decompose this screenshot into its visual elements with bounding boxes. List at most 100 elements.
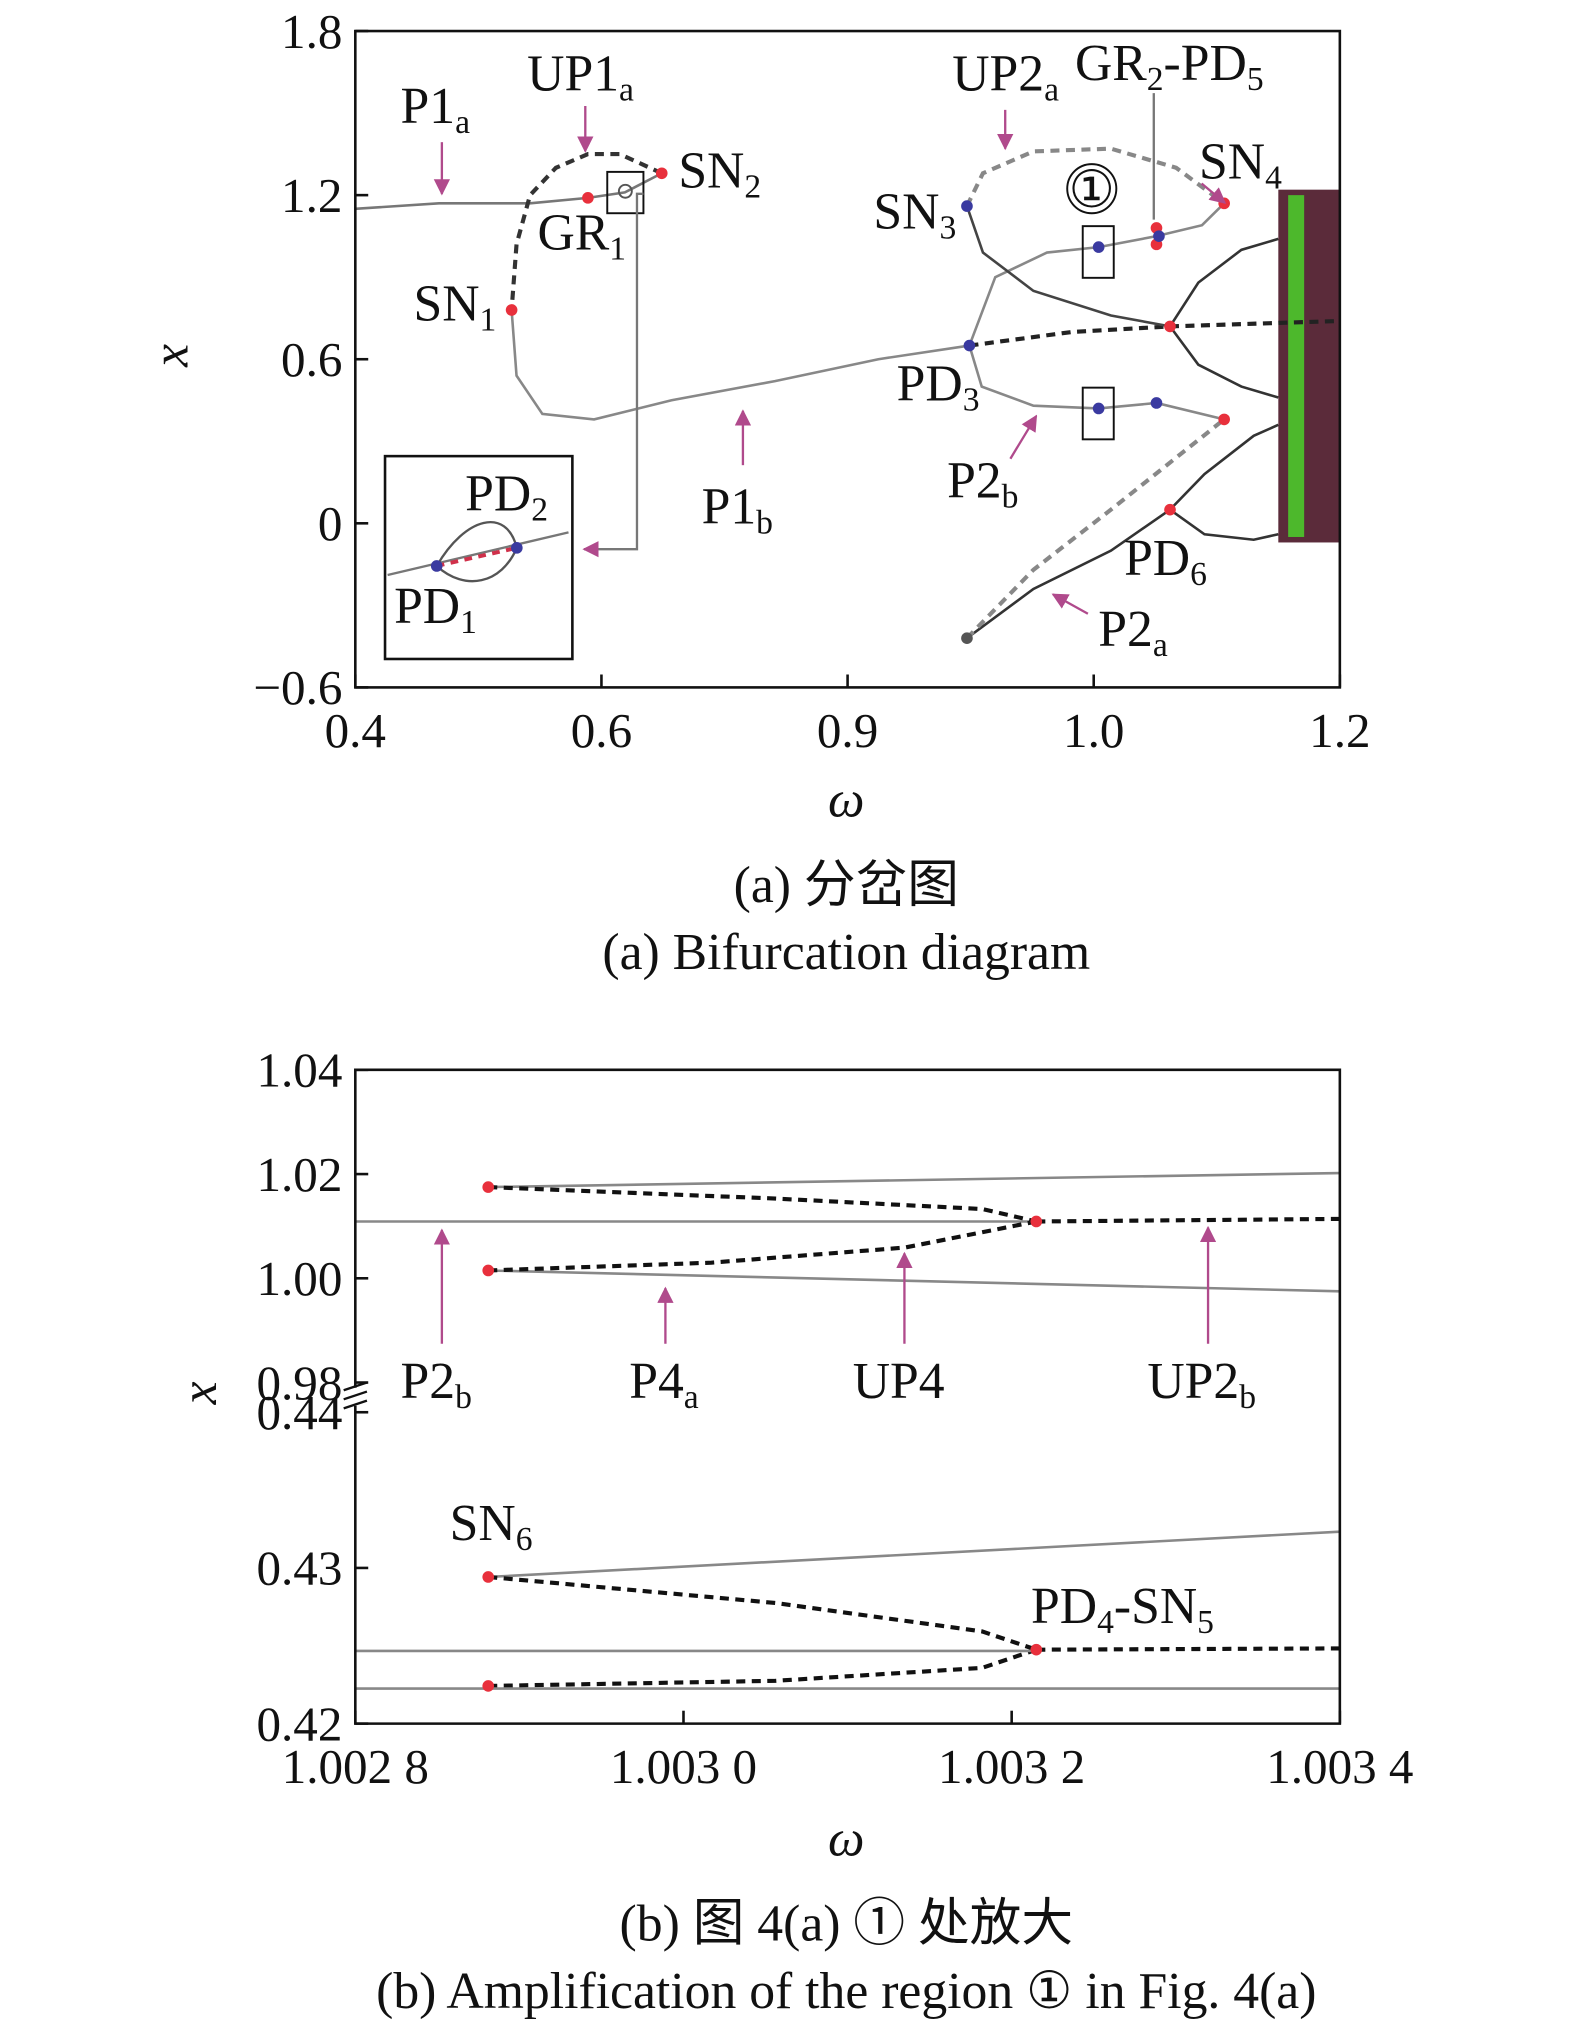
annotation: PD4-SN5 (1031, 1578, 1214, 1641)
annotation: SN2 (678, 142, 761, 205)
y-tick-label: 0 (318, 496, 343, 551)
branch (1169, 508, 1279, 542)
annotation-text: PD (1031, 1578, 1097, 1635)
branch (509, 152, 663, 311)
bifurcation-point (1150, 397, 1163, 409)
annotation-subscript: a (455, 104, 470, 141)
annotation-text: P2 (401, 1353, 456, 1410)
x-tick-label: 1.003 0 (610, 1739, 757, 1794)
annotation-subscript: 1 (480, 302, 497, 339)
bifurcation-point (963, 339, 976, 352)
annotation-subscript: 6 (516, 1521, 533, 1558)
annotation-text: PD (465, 465, 531, 522)
bifurcation-point (1092, 402, 1105, 415)
bifurcation-point (582, 192, 594, 204)
y-tick-label: 0.44 (257, 1385, 343, 1440)
annotation-subscript: a (619, 72, 634, 109)
branch (488, 1171, 1340, 1189)
plot-frame (354, 1068, 1342, 1725)
y-tick-label: 1.00 (257, 1251, 343, 1306)
annotation-subscript: a (684, 1379, 699, 1416)
branch (965, 146, 1226, 207)
branch (1168, 237, 1279, 328)
branch (488, 1574, 1037, 1652)
annotation-text: -PD (1164, 35, 1247, 92)
bifurcation-point (505, 304, 518, 316)
branch (966, 508, 1171, 640)
annotation: P2b (401, 1353, 472, 1416)
annotation: P1a (401, 78, 471, 141)
annotation: SN1 (413, 275, 496, 338)
x-tick-label: 0.9 (817, 703, 878, 758)
annotation-text: SN (873, 184, 939, 241)
annotation: UP4 (853, 1353, 945, 1410)
annotation: P1b (702, 478, 773, 541)
annotation-text: -SN (1114, 1578, 1197, 1635)
x-tick-label: 1.003 4 (1266, 1739, 1413, 1794)
annotation: UP2a (952, 45, 1059, 108)
caption: (a) 分岔图 (734, 857, 959, 914)
annotation: SN6 (450, 1495, 533, 1558)
inset-branch (387, 531, 569, 577)
annotation-text: P2 (1098, 601, 1153, 658)
y-tick-label: 0.43 (257, 1541, 343, 1596)
branch (968, 345, 1225, 421)
branch (1169, 423, 1279, 511)
axis-break (343, 1381, 368, 1410)
zoom-box (1081, 225, 1115, 279)
bifurcation-point (482, 1264, 495, 1277)
annotation-subscript: 2 (1147, 61, 1164, 98)
annotation: PD3 (897, 356, 980, 419)
bifurcation-point (1030, 1215, 1043, 1228)
annotation: GR2-PD5 (1075, 35, 1264, 98)
annotation-subscript: a (1153, 627, 1168, 664)
annotation-text: PD (1124, 530, 1190, 587)
bifurcation-point (482, 1571, 495, 1583)
pointer (582, 192, 644, 558)
annotation-subscript: b (1239, 1379, 1256, 1416)
annotation-text: P4 (629, 1353, 684, 1410)
annotation-text: GR (1075, 35, 1147, 92)
branch (969, 318, 1340, 348)
bifurcation-point (655, 167, 668, 180)
bifurcation-point (1164, 320, 1176, 333)
inset-branch (435, 547, 518, 583)
annotation-text: UP1 (527, 45, 619, 102)
y-tick-label: 1.04 (257, 1043, 343, 1098)
branch (510, 309, 970, 421)
bifurcation-point (1164, 503, 1176, 516)
arrow (1200, 182, 1227, 204)
inset-branch (435, 521, 518, 567)
annotation-subscript: 5 (1247, 61, 1264, 98)
chaotic-band (1288, 195, 1305, 537)
marker-ring (617, 183, 633, 199)
branch (1036, 1216, 1340, 1224)
x-tick-label: 1.002 8 (282, 1739, 429, 1794)
annotation-subscript: 4 (1097, 1604, 1114, 1641)
annotation-subscript: 2 (744, 169, 761, 206)
annotation: PD2 (465, 465, 548, 528)
branch (965, 417, 1226, 640)
x-tick-label: 0.4 (325, 703, 386, 758)
annotation-text: GR (537, 204, 609, 261)
zoom-box (606, 170, 645, 215)
annotation-text: P2 (947, 452, 1002, 509)
annotation-subscript: b (756, 505, 773, 542)
annotation-text: UP2 (1147, 1353, 1239, 1410)
annotation-subscript: b (455, 1379, 472, 1416)
annotation: PD1 (394, 578, 477, 641)
y-tick-label: 0.98 (257, 1355, 343, 1410)
x-tick-label: 1.0 (1063, 703, 1124, 758)
bifurcation-point (482, 1181, 495, 1193)
arrow (1009, 414, 1038, 460)
annotation-text: P1 (702, 478, 757, 535)
bifurcation-point (1030, 1643, 1043, 1656)
annotation: P2b (947, 452, 1018, 515)
annotation: PD6 (1124, 530, 1207, 593)
annotation-ring (1066, 163, 1118, 215)
annotation-subscript: 3 (939, 210, 956, 247)
bifurcation-point (961, 632, 973, 644)
bifurcation-point (1218, 413, 1230, 426)
y-tick-label: 0.6 (281, 332, 342, 387)
